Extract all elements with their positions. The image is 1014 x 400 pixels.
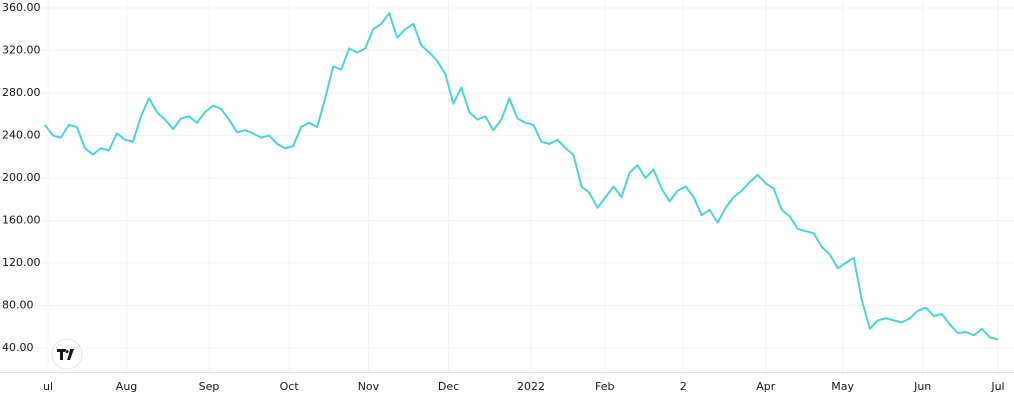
- y-tick-label: 80.00: [2, 298, 34, 311]
- x-tick-label: 2: [680, 380, 687, 393]
- x-tick-label: May: [831, 380, 854, 393]
- logo-mark: [57, 349, 74, 360]
- x-tick-label: 2022: [517, 380, 545, 393]
- y-tick-label: 160.00: [2, 213, 41, 226]
- logo: [51, 338, 83, 370]
- x-tick-label: Apr: [756, 380, 776, 393]
- plot: [44, 12, 999, 341]
- y-tick-label: 240.00: [2, 128, 41, 141]
- y-tick-label: 120.00: [2, 256, 41, 269]
- x-tick-label: Nov: [358, 380, 380, 393]
- x-tick-label: Aug: [116, 380, 137, 393]
- x-tick-label: Jul: [990, 380, 1004, 393]
- price-line: [44, 12, 999, 341]
- logo-circle: [51, 338, 83, 370]
- x-tick-label: Oct: [280, 380, 300, 393]
- x-tick-label: Sep: [199, 380, 220, 393]
- x-tick-label: Jun: [913, 380, 931, 393]
- grid: [0, 0, 1014, 372]
- y-tick-label: 280.00: [2, 86, 41, 99]
- y-tick-label: 320.00: [2, 43, 41, 56]
- x-tick-label: Dec: [438, 380, 459, 393]
- x-tick-label: Feb: [595, 380, 614, 393]
- x-tick-label: ul: [43, 380, 53, 393]
- y-tick-label: 360.00: [2, 1, 41, 14]
- y-tick-label: 40.00: [2, 341, 34, 354]
- y-tick-label: 200.00: [2, 171, 41, 184]
- labels: 40.00 80.00 120.00 160.00 200.00 240.00 280.00…: [2, 1, 1005, 393]
